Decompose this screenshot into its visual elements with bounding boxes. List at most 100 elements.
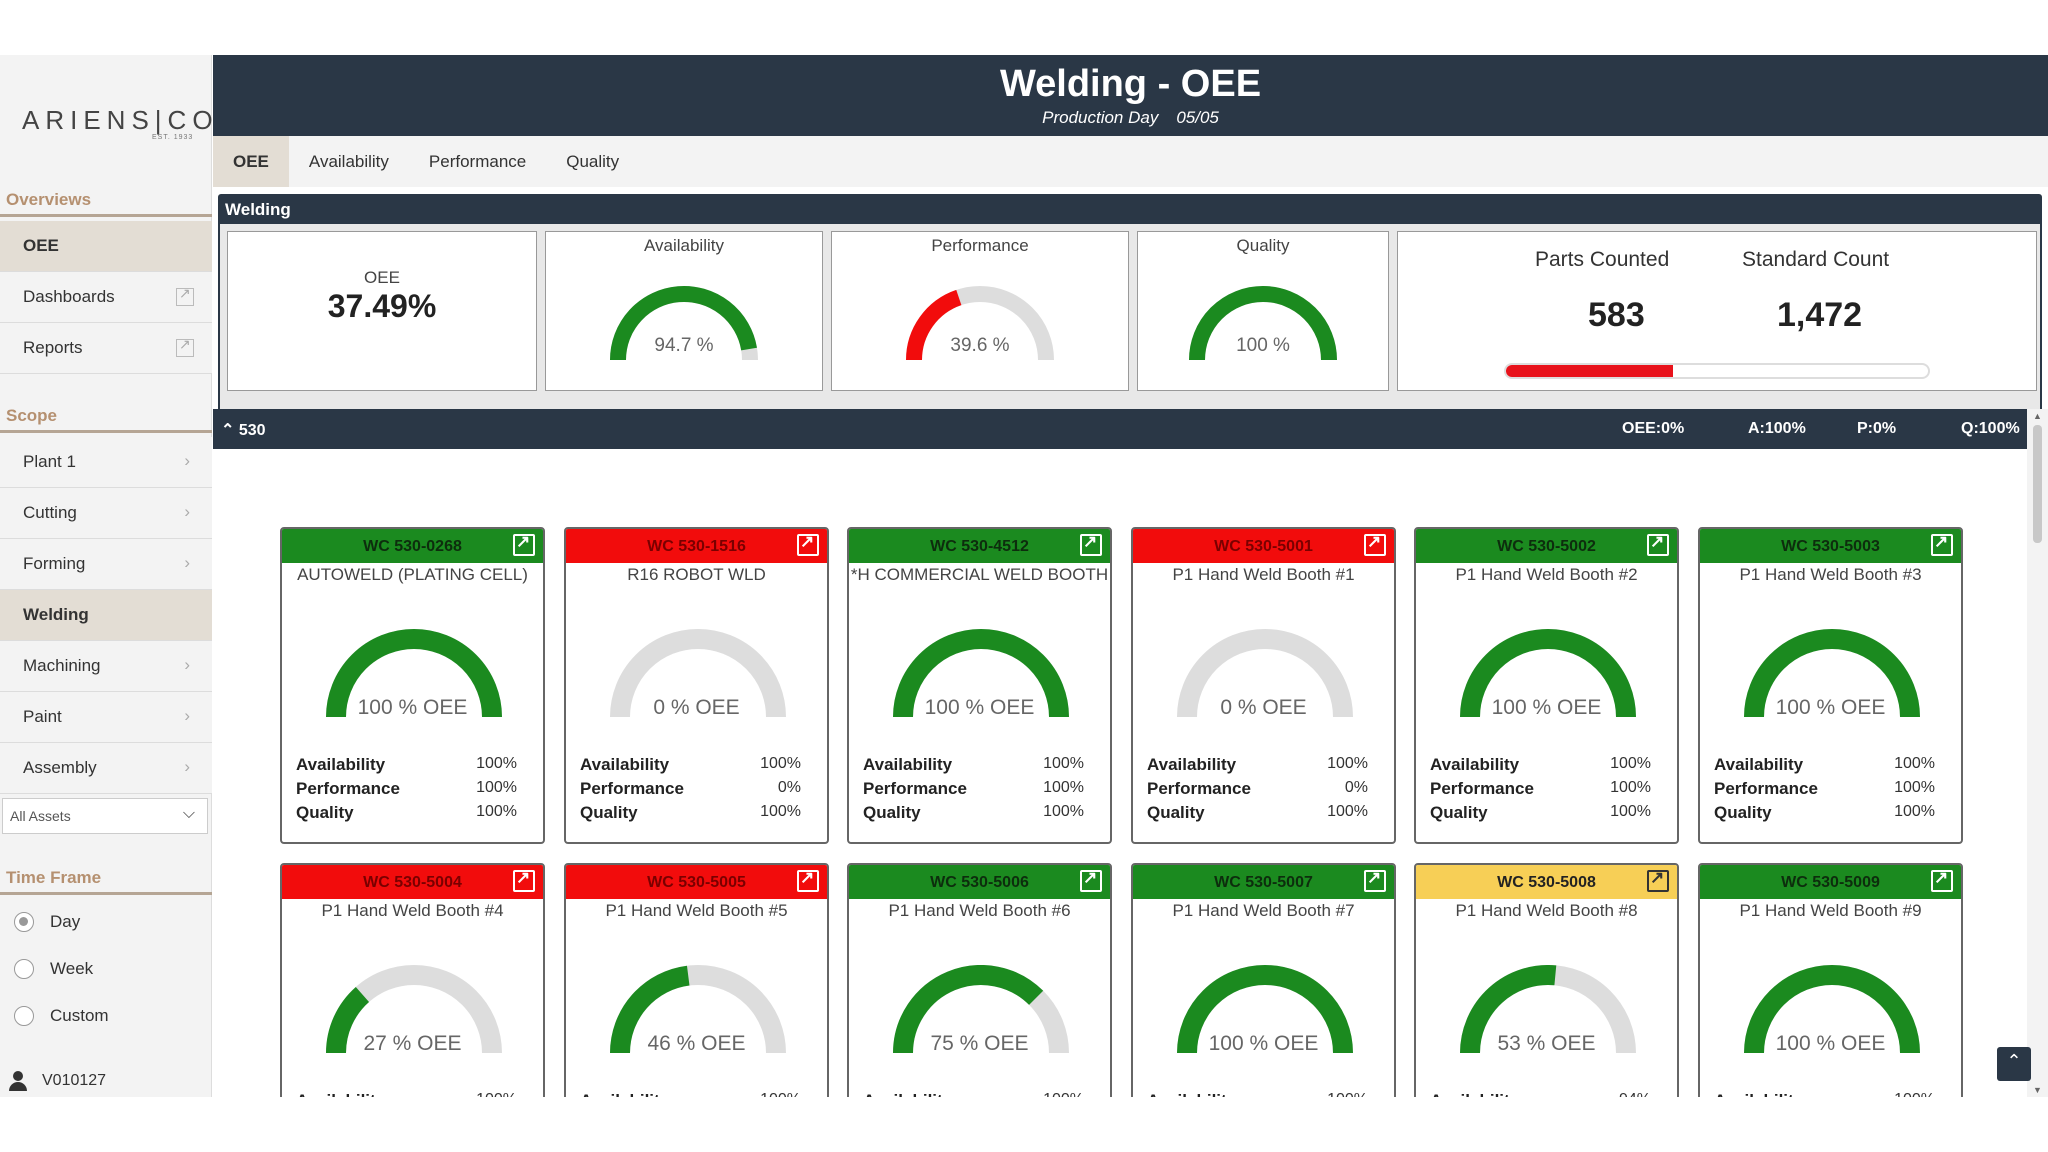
group-header-530[interactable]: ⌃ 530 OEE:0% A:100% P:0% Q:100% <box>213 409 2033 449</box>
workcenter-card[interactable]: WC 530-5004 ↗ P1 Hand Weld Booth #4 27 %… <box>280 863 545 1097</box>
workcenter-card[interactable]: WC 530-5001 ↗ P1 Hand Weld Booth #1 0 % … <box>1131 527 1396 844</box>
metric-row-availability: Availability 94% <box>1430 1091 1651 1097</box>
workcenter-description: P1 Hand Weld Booth #7 <box>1172 901 1355 920</box>
workcenter-description: P1 Hand Weld Booth #9 <box>1739 901 1922 920</box>
workcenter-card[interactable]: WC 530-5006 ↗ P1 Hand Weld Booth #6 75 %… <box>847 863 1112 1097</box>
metric-row-performance: Performance 100% <box>863 779 1084 803</box>
sidebar-item-welding[interactable]: Welding <box>0 590 212 641</box>
tab-performance[interactable]: Performance <box>428 151 527 171</box>
external-link-icon[interactable]: ↗ <box>513 868 535 892</box>
chevron-right-icon: › <box>184 451 190 470</box>
oee-gauge-value: 100 % OEE <box>1775 696 1886 719</box>
external-link-icon[interactable]: ↗ <box>1647 532 1669 556</box>
gauge-fill <box>326 986 370 1054</box>
scroll-up-icon[interactable]: ▲ <box>2033 411 2042 421</box>
workcenter-card[interactable]: WC 530-0268 ↗ AUTOWELD (PLATING CELL) 10… <box>280 527 545 844</box>
metric-label: Performance <box>1714 779 1818 798</box>
sidebar-item-machining[interactable]: Machining › <box>0 641 212 692</box>
sidebar-item-reports[interactable]: Reports <box>0 323 212 374</box>
workcenter-card[interactable]: WC 530-4512 ↗ *H COMMERCIAL WELD BOOTH 1… <box>847 527 1112 844</box>
user-account[interactable]: V010127 <box>8 1071 106 1091</box>
summary-title: Welding <box>218 194 2042 224</box>
tab-quality[interactable]: Quality <box>566 151 620 171</box>
metric-value: 100% <box>1043 1091 1084 1097</box>
workcenter-card[interactable]: WC 530-5002 ↗ P1 Hand Weld Booth #2 100 … <box>1414 527 1679 844</box>
scroll-down-icon[interactable]: ▼ <box>2033 1085 2042 1095</box>
oee-gauge-value: 0 % OEE <box>1220 696 1307 719</box>
workcenter-card[interactable]: WC 530-5007 ↗ P1 Hand Weld Booth #7 100 … <box>1131 863 1396 1097</box>
workcenter-description: P1 Hand Weld Booth #3 <box>1739 565 1922 584</box>
external-link-icon[interactable]: ↗ <box>1647 868 1669 892</box>
workcenter-card[interactable]: WC 530-1516 ↗ R16 ROBOT WLD 0 % OEE Avai… <box>564 527 829 844</box>
chevron-right-icon: › <box>184 706 190 725</box>
metric-value: 100% <box>476 803 517 820</box>
timeframe-custom-radio[interactable]: Custom <box>14 1006 109 1026</box>
metric-label: Performance <box>580 779 684 798</box>
oee-gauge-value: 100 % OEE <box>924 696 1035 719</box>
external-link-icon[interactable]: ↗ <box>1364 532 1386 556</box>
external-link-icon[interactable]: ↗ <box>797 868 819 892</box>
metric-label: Quality <box>1714 803 1772 822</box>
metric-value: 100% <box>1327 755 1368 772</box>
gauge-fill <box>1744 629 1920 718</box>
tab-availability[interactable]: Availability <box>308 151 389 171</box>
workcenter-description: P1 Hand Weld Booth #5 <box>605 901 788 920</box>
oee-gauge-value: 27 % OEE <box>363 1032 462 1055</box>
workcenter-card[interactable]: WC 530-5008 ↗ P1 Hand Weld Booth #8 53 %… <box>1414 863 1679 1097</box>
metric-row-availability: Availability 100% <box>1147 755 1368 779</box>
tab-oee[interactable]: OEE <box>213 136 289 187</box>
external-link-icon[interactable]: ↗ <box>1931 532 1953 556</box>
oee-gauge <box>326 629 502 718</box>
workcenter-id: WC 530-5001 <box>1214 538 1313 555</box>
external-link-icon[interactable]: ↗ <box>1931 868 1953 892</box>
asset-select[interactable]: All Assets ⌵ <box>2 798 208 834</box>
scrollbar-thumb[interactable] <box>2033 425 2042 543</box>
external-link-icon[interactable]: ↗ <box>1080 532 1102 556</box>
sidebar-item-assembly[interactable]: Assembly › <box>0 743 212 794</box>
sidebar-item-cutting[interactable]: Cutting › <box>0 488 212 539</box>
scrollbar[interactable]: ▲ ▼ <box>2027 409 2048 1097</box>
workcenter-card[interactable]: WC 530-5003 ↗ P1 Hand Weld Booth #3 100 … <box>1698 527 1963 844</box>
metric-label: Availability <box>1430 755 1520 774</box>
scroll-to-top-button[interactable]: ⌃ <box>1997 1047 2031 1081</box>
group-toggle[interactable]: ⌃ 530 <box>221 422 266 439</box>
timeframe-week-radio[interactable]: Week <box>14 959 93 979</box>
sidebar-item-label: OEE <box>23 236 59 255</box>
oee-gauge-value: 100 % OEE <box>1208 1032 1319 1055</box>
external-link-icon <box>176 285 194 306</box>
sidebar-item-oee[interactable]: OEE <box>0 221 212 272</box>
workcenter-title: WC 530-5009 ↗ <box>1700 865 1961 899</box>
workcenter-card[interactable]: WC 530-5009 ↗ P1 Hand Weld Booth #9 100 … <box>1698 863 1963 1097</box>
metric-label: Availability <box>1147 1091 1236 1097</box>
timeframe-day-radio[interactable]: Day <box>14 912 80 932</box>
app-screen: ARIENS|CO EST. 1933 Overviews OEE Dashbo… <box>0 55 2048 1097</box>
oee-gauge-value: 100 % OEE <box>1491 696 1602 719</box>
metric-value: 100% <box>1043 779 1084 796</box>
sidebar-item-paint[interactable]: Paint › <box>0 692 212 743</box>
workcenter-id: WC 530-5007 <box>1214 874 1313 891</box>
radio-selected-icon <box>14 912 34 932</box>
external-link-icon[interactable]: ↗ <box>1364 868 1386 892</box>
sidebar-item-plant-1[interactable]: Plant 1 › <box>0 437 212 488</box>
radio-icon <box>14 959 34 979</box>
workcenter-card[interactable]: WC 530-5005 ↗ P1 Hand Weld Booth #5 46 %… <box>564 863 829 1097</box>
external-link-icon[interactable]: ↗ <box>513 532 535 556</box>
sidebar-item-label: Cutting <box>23 503 77 522</box>
metric-row-availability: Availability 100% <box>1714 1091 1935 1097</box>
metric-value: 100% <box>1043 755 1084 772</box>
radio-label: Week <box>50 959 94 978</box>
sidebar-item-dashboards[interactable]: Dashboards <box>0 272 212 323</box>
external-link-icon[interactable]: ↗ <box>1080 868 1102 892</box>
sidebar-item-forming[interactable]: Forming › <box>0 539 212 590</box>
external-link-icon[interactable]: ↗ <box>797 532 819 556</box>
metric-row-availability: Availability 100% <box>296 1091 517 1097</box>
workcenter-id: WC 530-5002 <box>1497 538 1596 555</box>
metric-label: Availability <box>863 1091 952 1097</box>
metric-row-availability: Availability 100% <box>863 755 1084 779</box>
group-performance-stat: P:0% <box>1857 420 1897 437</box>
gauge-fill <box>1460 629 1636 718</box>
oee-gauge-value: 75 % OEE <box>930 1032 1029 1055</box>
oee-kpi: OEE 37.49% <box>227 231 537 391</box>
